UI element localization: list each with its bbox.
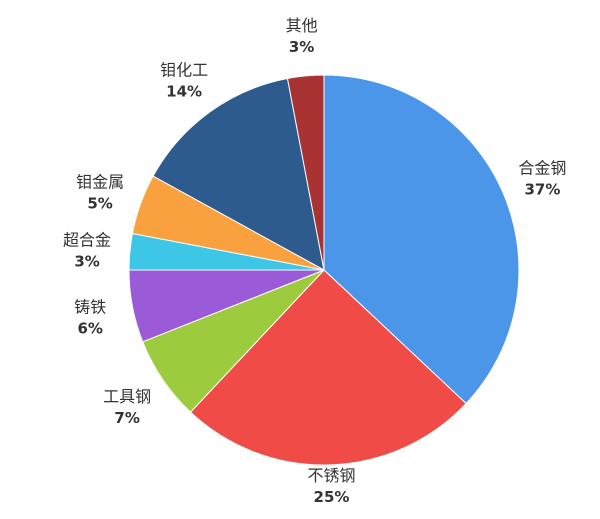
pie-slice xyxy=(323,74,520,405)
slice-label: 超合金 xyxy=(63,231,111,250)
slice-percent-label: 14% xyxy=(166,82,202,100)
slice-percent-label: 3% xyxy=(289,38,314,56)
slice-label: 其他 xyxy=(286,16,318,35)
slice-percent-label: 5% xyxy=(87,194,112,212)
slice-label: 钼金属 xyxy=(76,172,124,191)
pie-slice xyxy=(286,74,325,271)
slice-label: 钼化工 xyxy=(160,60,208,79)
slice-percent-label: 3% xyxy=(74,253,99,271)
pie-slice xyxy=(189,269,467,466)
slice-label: 铸铁 xyxy=(74,298,106,317)
slice-label: 不锈钢 xyxy=(307,466,355,485)
slice-label: 合金钢 xyxy=(518,158,566,177)
slice-percent-label: 6% xyxy=(77,320,102,338)
slice-percent-label: 37% xyxy=(524,180,560,198)
slice-percent-label: 25% xyxy=(314,488,350,506)
pie-slice xyxy=(152,77,325,271)
slice-percent-label: 7% xyxy=(114,409,139,427)
slice-label: 工具钢 xyxy=(103,387,151,406)
